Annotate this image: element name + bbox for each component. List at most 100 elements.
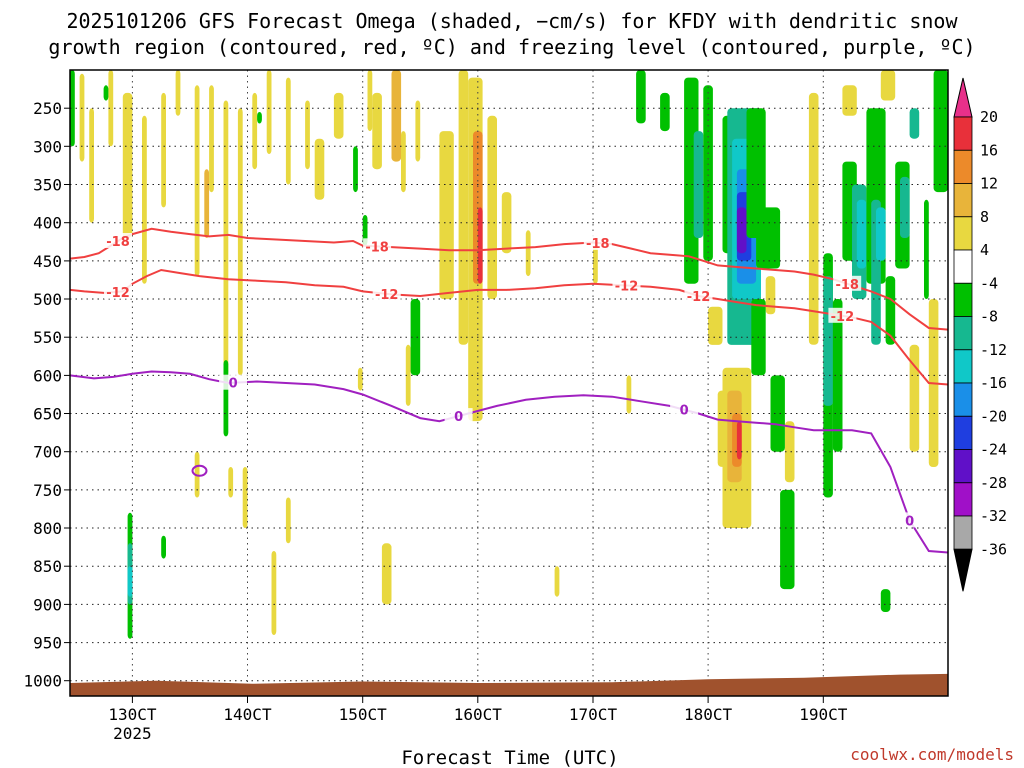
omega-shade-cell xyxy=(458,70,469,345)
y-tick-label: 550 xyxy=(33,328,62,347)
contour-label-0: 0 xyxy=(905,514,914,529)
omega-shade-cell xyxy=(501,192,512,254)
contour-label--12: -12 xyxy=(687,290,711,305)
omega-shade-cell xyxy=(909,344,920,452)
omega-shade-cell xyxy=(856,199,867,269)
x-axis-time: 130CT 140CT 150CT 160CT 170CT 180CT 190CT 2025 xyxy=(108,696,848,743)
omega-shade-cell xyxy=(228,467,234,498)
y-tick-label: 900 xyxy=(33,595,62,614)
y-tick-label: 850 xyxy=(33,557,62,576)
colorbar: 20 16 12 8 4 -4 -8 -12 -16 -20 -24 -28 -32 -36 xyxy=(953,77,1007,592)
omega-shade-cell xyxy=(161,535,166,559)
omega-shade-cell xyxy=(314,138,325,200)
contour-line-0 xyxy=(69,370,949,554)
omega-shade-cell xyxy=(746,108,766,238)
omega-shade-cell xyxy=(362,215,368,246)
y-tick-label: 750 xyxy=(33,481,62,500)
colorbar-bin xyxy=(953,249,973,284)
omega-shade-cell xyxy=(79,73,85,162)
contour-label--18: -18 xyxy=(365,240,389,255)
y-axis-pressure: 250 300 350 400 450 500 550 600 650 700 750 800 850 9… xyxy=(23,99,70,691)
y-tick-label: 600 xyxy=(33,366,62,385)
omega-shade-cell xyxy=(305,100,310,170)
omega-shade-cell xyxy=(122,92,133,238)
plot-frame xyxy=(69,69,949,697)
colorbar-label: 4 xyxy=(980,241,989,259)
omega-shade-cell xyxy=(880,589,891,612)
omega-shade-cell xyxy=(223,360,229,437)
omega-shade-cell xyxy=(780,489,795,590)
x-tick-label: 130CT xyxy=(108,705,157,724)
omega-shade-cell xyxy=(381,543,392,605)
y-tick-label: 300 xyxy=(33,137,62,156)
chart-title-line-2: growth region (contoured, red, ºC) and f… xyxy=(48,35,975,59)
omega-shade-cell xyxy=(660,92,670,132)
omega-shade-cell xyxy=(554,566,560,597)
contour-line--18 xyxy=(69,227,949,331)
omega-shade-cell xyxy=(367,70,373,132)
omega-shade-cell xyxy=(880,70,896,101)
colorbar-bin xyxy=(953,316,973,351)
credit-text: coolwx.com/models xyxy=(850,745,1014,764)
colorbar-under-triangle xyxy=(953,548,973,592)
x-tick-label: 150CT xyxy=(339,705,388,724)
colorbar-label: -12 xyxy=(980,341,1007,359)
colorbar-label: -20 xyxy=(980,407,1007,425)
omega-shade-cell xyxy=(410,299,421,376)
colorbar-bin xyxy=(953,382,973,417)
omega-shade-cell xyxy=(70,70,75,147)
x-tick-label: 160CT xyxy=(454,705,503,724)
contour-label-bg xyxy=(363,238,392,254)
chart-title-line-1: 2025101206 GFS Forecast Omega (shaded, −… xyxy=(66,9,958,33)
omega-shade-cell xyxy=(237,108,243,376)
omega-shade-cell xyxy=(708,306,723,345)
plot-area: -18 -18 -18 -18 -12 -12 -12 -12 -12 0 0 0 0 xyxy=(69,69,949,697)
omega-shade-cell xyxy=(477,207,483,284)
omega-shade-cell xyxy=(391,70,402,162)
omega-shade-cell xyxy=(142,115,147,284)
colorbar-bin xyxy=(953,415,973,450)
colorbar-label: -36 xyxy=(980,540,1007,558)
contour-label-bg xyxy=(833,275,862,291)
omega-shade-cell xyxy=(439,131,454,300)
omega-shade-cell xyxy=(372,92,382,170)
colorbar-bin xyxy=(953,482,973,517)
y-tick-label: 250 xyxy=(33,99,62,118)
omega-shade-cell xyxy=(333,92,344,139)
omega-shade-cell xyxy=(703,85,713,261)
omega-shade-cell xyxy=(765,276,776,315)
omega-shade-cell xyxy=(415,100,421,162)
omega-shade-cell xyxy=(209,85,214,193)
omega-shade-cell xyxy=(353,146,358,193)
omega-shade-cell xyxy=(784,421,795,483)
omega-shade-cell xyxy=(257,112,262,124)
y-tick-label: 400 xyxy=(33,214,62,233)
omega-shade-cell xyxy=(808,92,819,345)
y-tick-label: 1000 xyxy=(23,672,62,691)
contour-label-bg xyxy=(104,283,132,299)
omega-shade-cell xyxy=(900,176,910,238)
omega-shade-cell xyxy=(242,467,248,529)
omega-shade-cell xyxy=(487,115,497,299)
omega-shade-cell xyxy=(252,92,258,170)
omega-shade-cell xyxy=(736,207,747,254)
contour-label-0: 0 xyxy=(454,410,463,425)
colorbar-bin xyxy=(953,282,973,317)
plot-background xyxy=(70,70,948,696)
colorbar-label: -28 xyxy=(980,474,1007,492)
y-tick-label: 650 xyxy=(33,405,62,424)
colorbar-label: -4 xyxy=(980,274,998,292)
contour-label-bg xyxy=(104,233,132,248)
omega-shade-cell xyxy=(103,85,109,101)
omega-shade-cell xyxy=(885,276,896,345)
contour-label--12: -12 xyxy=(615,280,639,295)
omega-shade-cell xyxy=(842,85,857,116)
omega-shade-cell xyxy=(933,70,948,193)
contour-label-bg xyxy=(444,408,473,424)
contour-label--12: -12 xyxy=(375,288,399,303)
omega-shade-cell xyxy=(636,70,646,124)
colorbar-bin xyxy=(953,449,973,484)
contour-label--18: -18 xyxy=(586,237,610,252)
y-tick-label: 450 xyxy=(33,252,62,271)
omega-shade-cell xyxy=(909,108,920,139)
